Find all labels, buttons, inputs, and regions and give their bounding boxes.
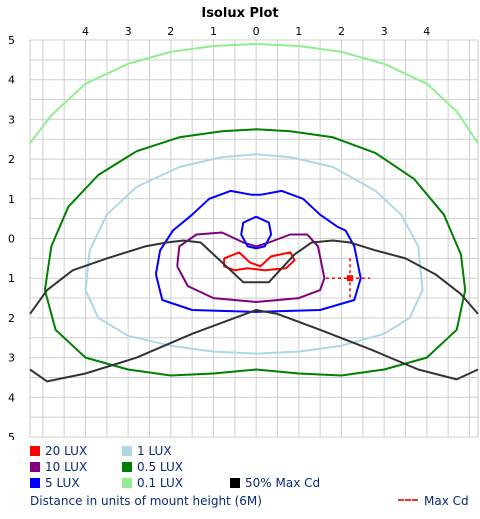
x-axis-label: Distance in units of mount height (6M) [30, 494, 262, 508]
series-line-0-1-lux [29, 43, 479, 144]
legend-swatch-1-lux [122, 446, 132, 456]
axis-ticks: 4 3 2 1 0 1 2 3 4 5 4 3 2 1 0 1 2 3 4 5 [8, 25, 430, 440]
legend-item-10-lux: 10 LUX [30, 460, 87, 474]
legend-label-5-lux: 5 LUX [45, 476, 80, 490]
y-tick-label: 4 [8, 74, 15, 87]
y-tick-label: 1 [8, 193, 15, 206]
legend-swatch-20-lux [30, 446, 40, 456]
series-line-5-lux [154, 189, 362, 313]
legend-item-1-lux: 1 LUX [122, 444, 172, 458]
x-tick-label: 3 [381, 25, 388, 38]
y-tick-label: 0 [8, 233, 15, 246]
y-tick-label: 5 [8, 34, 15, 47]
y-tick-label: 2 [8, 312, 15, 325]
x-tick-label: 1 [295, 25, 302, 38]
legend-item-50-max-cd: 50% Max Cd [230, 476, 320, 490]
y-tick-label: 4 [8, 391, 15, 404]
legend-label-50-max-cd: 50% Max Cd [245, 476, 321, 490]
legend-item-max-cd: Max Cd [398, 494, 469, 508]
legend-swatch-10-lux [30, 462, 40, 472]
series-layer [29, 43, 479, 383]
series-line-50-max-cd [29, 239, 479, 315]
series-line-20-lux [223, 251, 296, 272]
legend-item-0-5-lux: 0.5 LUX [122, 460, 183, 474]
series-line-10-lux [176, 231, 326, 303]
max-cd-marker-group [326, 258, 370, 301]
x-tick-label: 4 [82, 25, 89, 38]
legend-label-10-lux: 10 LUX [45, 460, 88, 474]
legend-label-max-cd: Max Cd [424, 494, 469, 508]
y-tick-label: 5 [8, 431, 15, 440]
legend-item-0-1-lux: 0.1 LUX [122, 476, 183, 490]
series-line-50-max-cd [29, 309, 479, 383]
y-tick-label: 2 [8, 153, 15, 166]
max-cd-marker [347, 275, 353, 282]
series-line-1-lux [84, 153, 424, 355]
legend-label-0-1-lux: 0.1 LUX [137, 476, 183, 490]
series-line-0-5-lux [43, 128, 467, 377]
legend-swatch-5-lux [30, 478, 40, 488]
legend-label-20-lux: 20 LUX [45, 444, 88, 458]
x-tick-label: 0 [253, 25, 260, 38]
legend-swatch-max-cd [398, 499, 418, 501]
legend-label-0-5-lux: 0.5 LUX [137, 460, 183, 474]
y-tick-label: 3 [8, 113, 15, 126]
x-tick-label: 2 [338, 25, 345, 38]
x-tick-label: 2 [167, 25, 174, 38]
legend-label-1-lux: 1 LUX [137, 444, 172, 458]
legend-item-5-lux: 5 LUX [30, 476, 80, 490]
legend-swatch-50-max-cd [230, 478, 240, 488]
x-tick-label: 3 [125, 25, 132, 38]
series-line-5-lux [240, 215, 273, 250]
x-tick-label: 4 [423, 25, 430, 38]
y-tick-label: 1 [8, 272, 15, 285]
isolux-plot: Isolux Plot 4 3 2 1 0 1 2 3 4 5 4 3 2 1 0 1 2 3 4 5 [8, 6, 479, 440]
x-tick-label: 1 [210, 25, 217, 38]
legend-item-20-lux: 20 LUX [30, 444, 87, 458]
grid [29, 39, 479, 438]
legend-swatch-0-1-lux [122, 478, 132, 488]
chart-title: Isolux Plot [201, 6, 278, 21]
legend-swatch-0-5-lux [122, 462, 132, 472]
y-tick-label: 3 [8, 352, 15, 365]
